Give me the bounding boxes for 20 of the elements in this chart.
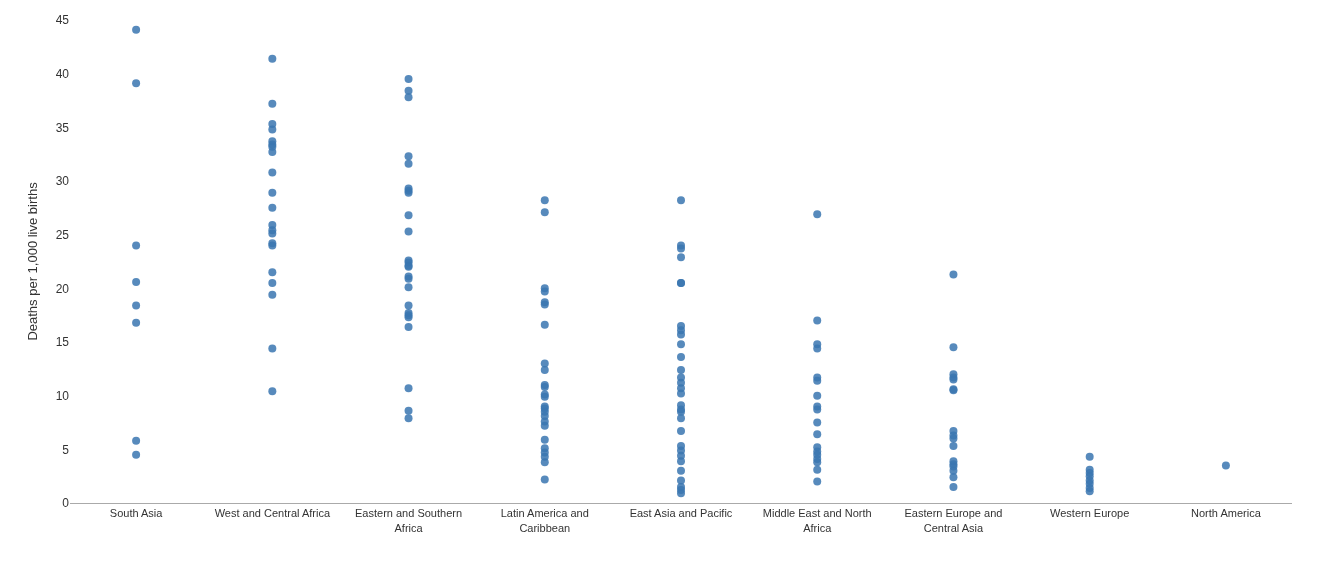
y-tick-label: 5 <box>62 442 70 457</box>
y-tick-label: 45 <box>55 13 70 28</box>
x-tick-label: Western Europe <box>1050 507 1130 520</box>
y-tick-label: 35 <box>55 120 70 135</box>
x-tick-label: Latin America and Caribbean <box>500 507 589 534</box>
x-tick-label: Middle East and North Africa <box>762 507 872 534</box>
y-tick-label: 15 <box>55 335 70 350</box>
x-tick-label: West and Central Africa <box>214 507 331 520</box>
y-tick-label: 40 <box>55 66 70 81</box>
y-tick-label: 10 <box>55 388 70 403</box>
x-tick-label: South Asia <box>109 507 164 520</box>
y-tick-label: 0 <box>62 496 70 511</box>
y-axis-title: Deaths per 1,000 live births <box>24 181 40 341</box>
y-tick-label: 30 <box>55 174 70 189</box>
y-tick-label: 25 <box>55 227 70 242</box>
x-tick-label: Eastern Europe and Central Asia <box>904 507 1003 534</box>
y-tick-label: 20 <box>55 281 70 296</box>
x-tick-label: East Asia and Pacific <box>629 507 733 520</box>
x-tick-label: North America <box>1191 507 1262 520</box>
x-tick-label: Eastern and Southern Africa <box>355 507 463 534</box>
